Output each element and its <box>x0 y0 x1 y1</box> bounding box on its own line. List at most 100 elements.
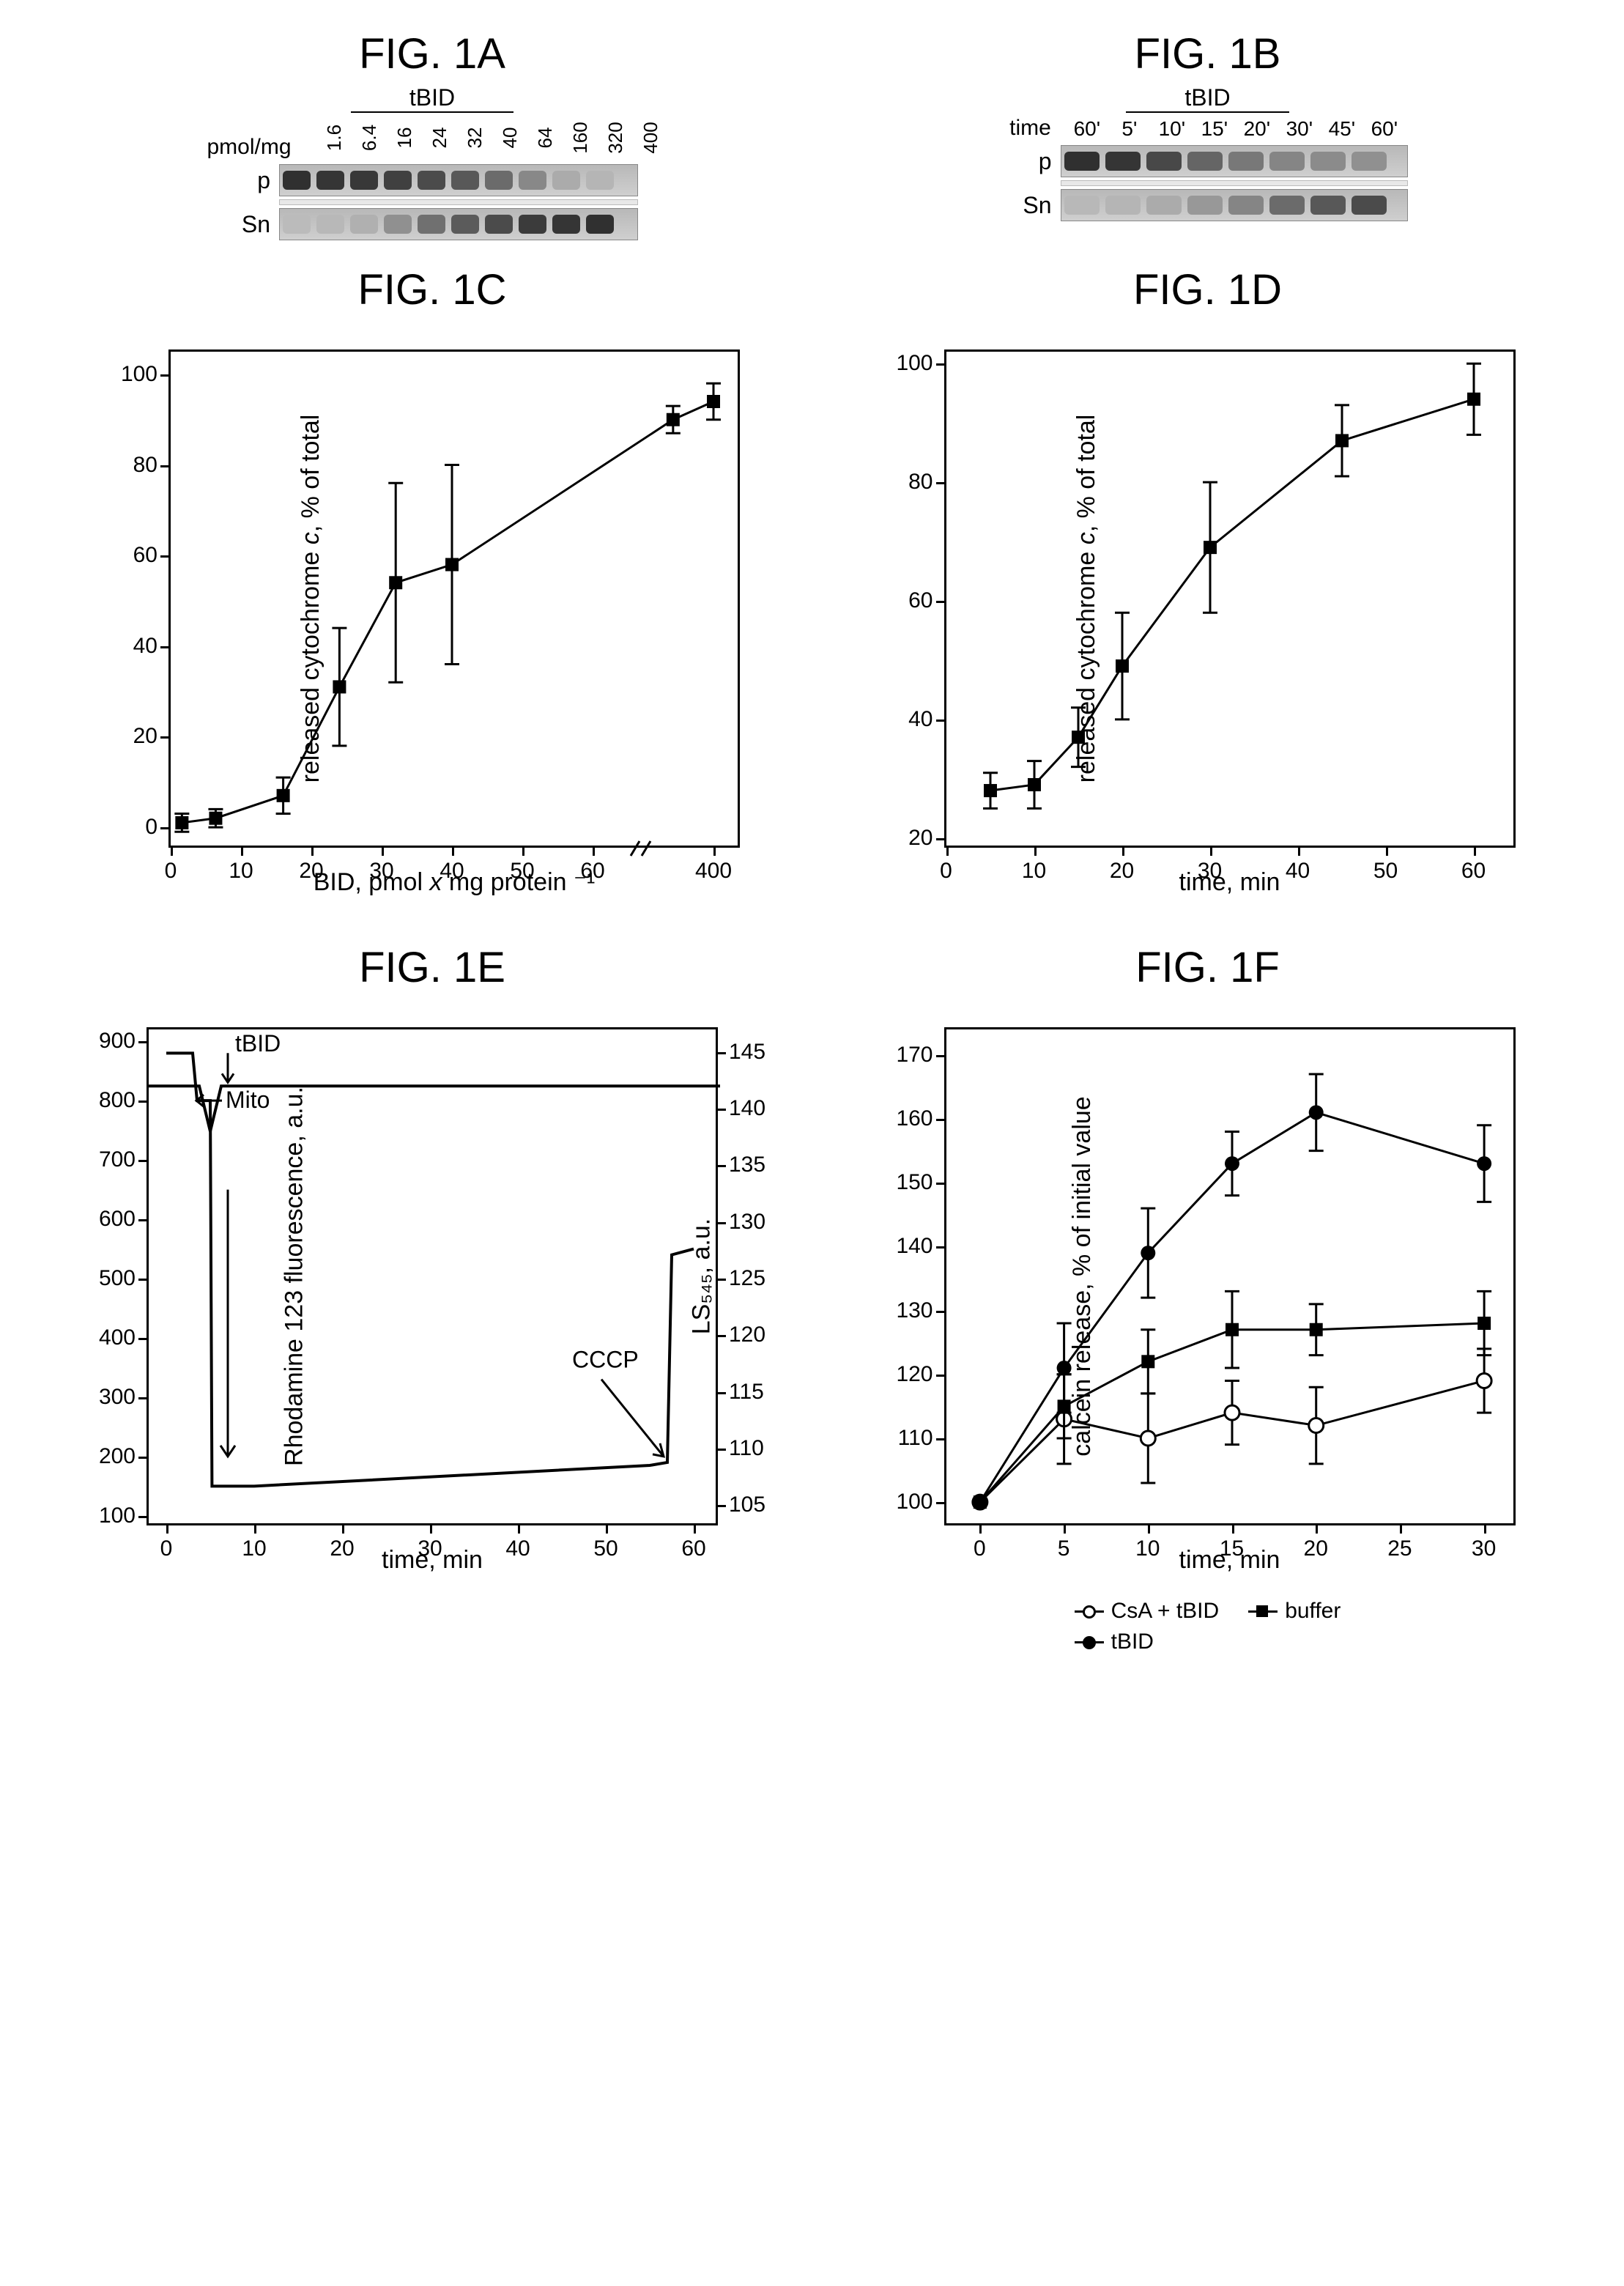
gel-band <box>586 215 614 234</box>
x-tick-label: 0 <box>940 846 952 884</box>
x-tick-label: 5 <box>1058 1523 1070 1561</box>
y-tick-label: 100 <box>896 1490 946 1514</box>
lane-label: 60' <box>1066 117 1108 141</box>
lane-label: 400 <box>618 120 662 155</box>
y-tick-label: 100 <box>99 1503 149 1528</box>
x-tick-label: 20 <box>1110 846 1134 884</box>
lane-label: 30' <box>1278 117 1321 141</box>
gel-band <box>1105 196 1141 215</box>
panel-1c: FIG. 1C released cytochrome c, % of tota… <box>59 265 806 921</box>
fig-1a-title: FIG. 1A <box>359 29 505 78</box>
gel-band <box>418 215 445 234</box>
x-tick-label: 50 <box>510 846 534 884</box>
y-tick-label: 130 <box>896 1298 946 1323</box>
x-tick-label: 40 <box>1286 846 1310 884</box>
legend-item: CsA + tBID <box>1075 1599 1220 1624</box>
x-tick-label: 40 <box>505 1523 530 1561</box>
gel-band <box>586 171 614 190</box>
x-tick-label: 0 <box>165 846 177 884</box>
gel-1b-header: tBID <box>1126 84 1289 113</box>
y-tick-label: 700 <box>99 1147 149 1172</box>
y-tick-label: 0 <box>145 815 171 840</box>
x-tick-label: 0 <box>974 1523 986 1561</box>
gel-row-label: Sn <box>1008 192 1052 219</box>
lane-label: 20' <box>1236 117 1278 141</box>
fig-1f-title: FIG. 1F <box>1135 943 1280 992</box>
y-tick-label: 80 <box>133 453 171 478</box>
gel-strip <box>1061 145 1408 177</box>
gel-band <box>384 171 412 190</box>
y-tick-label: 900 <box>99 1029 149 1054</box>
y2-tick-label: 120 <box>716 1323 765 1347</box>
gel-strip <box>1061 189 1408 221</box>
gel-strip <box>279 208 638 240</box>
fig-1b-title: FIG. 1B <box>1135 29 1281 78</box>
gel-band <box>1310 196 1346 215</box>
x-tick-label: 20 <box>1304 1523 1328 1561</box>
gel-band <box>1064 196 1100 215</box>
gel-band <box>1310 152 1346 171</box>
y-tick-label: 140 <box>896 1234 946 1259</box>
y-tick-label: 40 <box>908 707 946 732</box>
y-tick-label: 170 <box>896 1043 946 1068</box>
panel-1f: FIG. 1F calcein release, % of initial va… <box>850 943 1565 1660</box>
gel-band <box>1105 152 1141 171</box>
x-tick-label: 60 <box>681 1523 705 1561</box>
gel-1a: tBID pmol/mg1.66.41624324064160320400 pS… <box>59 84 806 243</box>
gel-band <box>1352 152 1387 171</box>
y-tick-label: 80 <box>908 470 946 495</box>
gel-band <box>519 171 546 190</box>
chart-1f: calcein release, % of initial valuetime,… <box>944 1027 1516 1525</box>
y2-tick-label: 105 <box>716 1492 765 1517</box>
gel-row-label: p <box>226 167 270 194</box>
y2-tick-label: 130 <box>716 1210 765 1235</box>
gel-band <box>350 215 378 234</box>
y-tick-label: 200 <box>99 1444 149 1469</box>
lane-label: 15' <box>1193 117 1236 141</box>
fig-1d-title: FIG. 1D <box>1133 265 1282 314</box>
y-tick-label: 800 <box>99 1088 149 1113</box>
y-tick-label: 150 <box>896 1170 946 1195</box>
x-tick-label: 40 <box>440 846 464 884</box>
panel-1a: FIG. 1A tBID pmol/mg1.66.416243240641603… <box>59 29 806 243</box>
legend-1f: CsA + tBIDbuffertBID <box>1075 1599 1341 1660</box>
x-tick-label: 50 <box>593 1523 618 1561</box>
y-tick-label: 500 <box>99 1266 149 1291</box>
x-tick-label: 15 <box>1220 1523 1244 1561</box>
y-tick-label: 40 <box>133 634 171 659</box>
gel-band <box>485 171 513 190</box>
lane-label: 5' <box>1108 117 1151 141</box>
x-tick-label: 30 <box>1472 1523 1496 1561</box>
gel-1b: tBID time60'5'10'15'20'30'45'60' pSn <box>850 84 1565 224</box>
y2-tick-label: 125 <box>716 1266 765 1291</box>
gel-band <box>451 215 479 234</box>
figure-grid: FIG. 1A tBID pmol/mg1.66.416243240641603… <box>59 29 1565 1660</box>
gel-band <box>1146 152 1182 171</box>
x-tick-label: 20 <box>330 1523 354 1561</box>
lane-left-label: pmol/mg <box>207 135 291 160</box>
lane-left-label: time <box>1009 116 1051 141</box>
x-tick-label: 10 <box>229 846 253 884</box>
y-tick-label: 110 <box>898 1426 946 1451</box>
gel-band <box>418 171 445 190</box>
legend-item: buffer <box>1248 1599 1341 1624</box>
svg-text:CCCP: CCCP <box>572 1346 639 1372</box>
y-tick-label: 120 <box>896 1362 946 1387</box>
gel-row-label: Sn <box>226 211 270 238</box>
fig-1c-title: FIG. 1C <box>357 265 506 314</box>
y2-tick-label: 115 <box>716 1380 764 1405</box>
chart-1c: released cytochrome c, % of totalBID, pm… <box>168 349 740 848</box>
lane-label: 10' <box>1151 117 1193 141</box>
gel-band <box>1064 152 1100 171</box>
y2-tick-label: 145 <box>716 1040 765 1065</box>
y-tick-label: 100 <box>896 351 946 376</box>
gel-strip <box>279 164 638 196</box>
x-axis-label: time, min <box>1179 868 1280 897</box>
x-tick-label: 400 <box>695 846 732 884</box>
gel-band <box>552 215 580 234</box>
svg-text:Mito: Mito <box>226 1087 270 1113</box>
x-tick-label: 20 <box>299 846 323 884</box>
y2-tick-label: 135 <box>716 1153 765 1177</box>
x-tick-label: 10 <box>1022 846 1046 884</box>
gel-band <box>552 171 580 190</box>
